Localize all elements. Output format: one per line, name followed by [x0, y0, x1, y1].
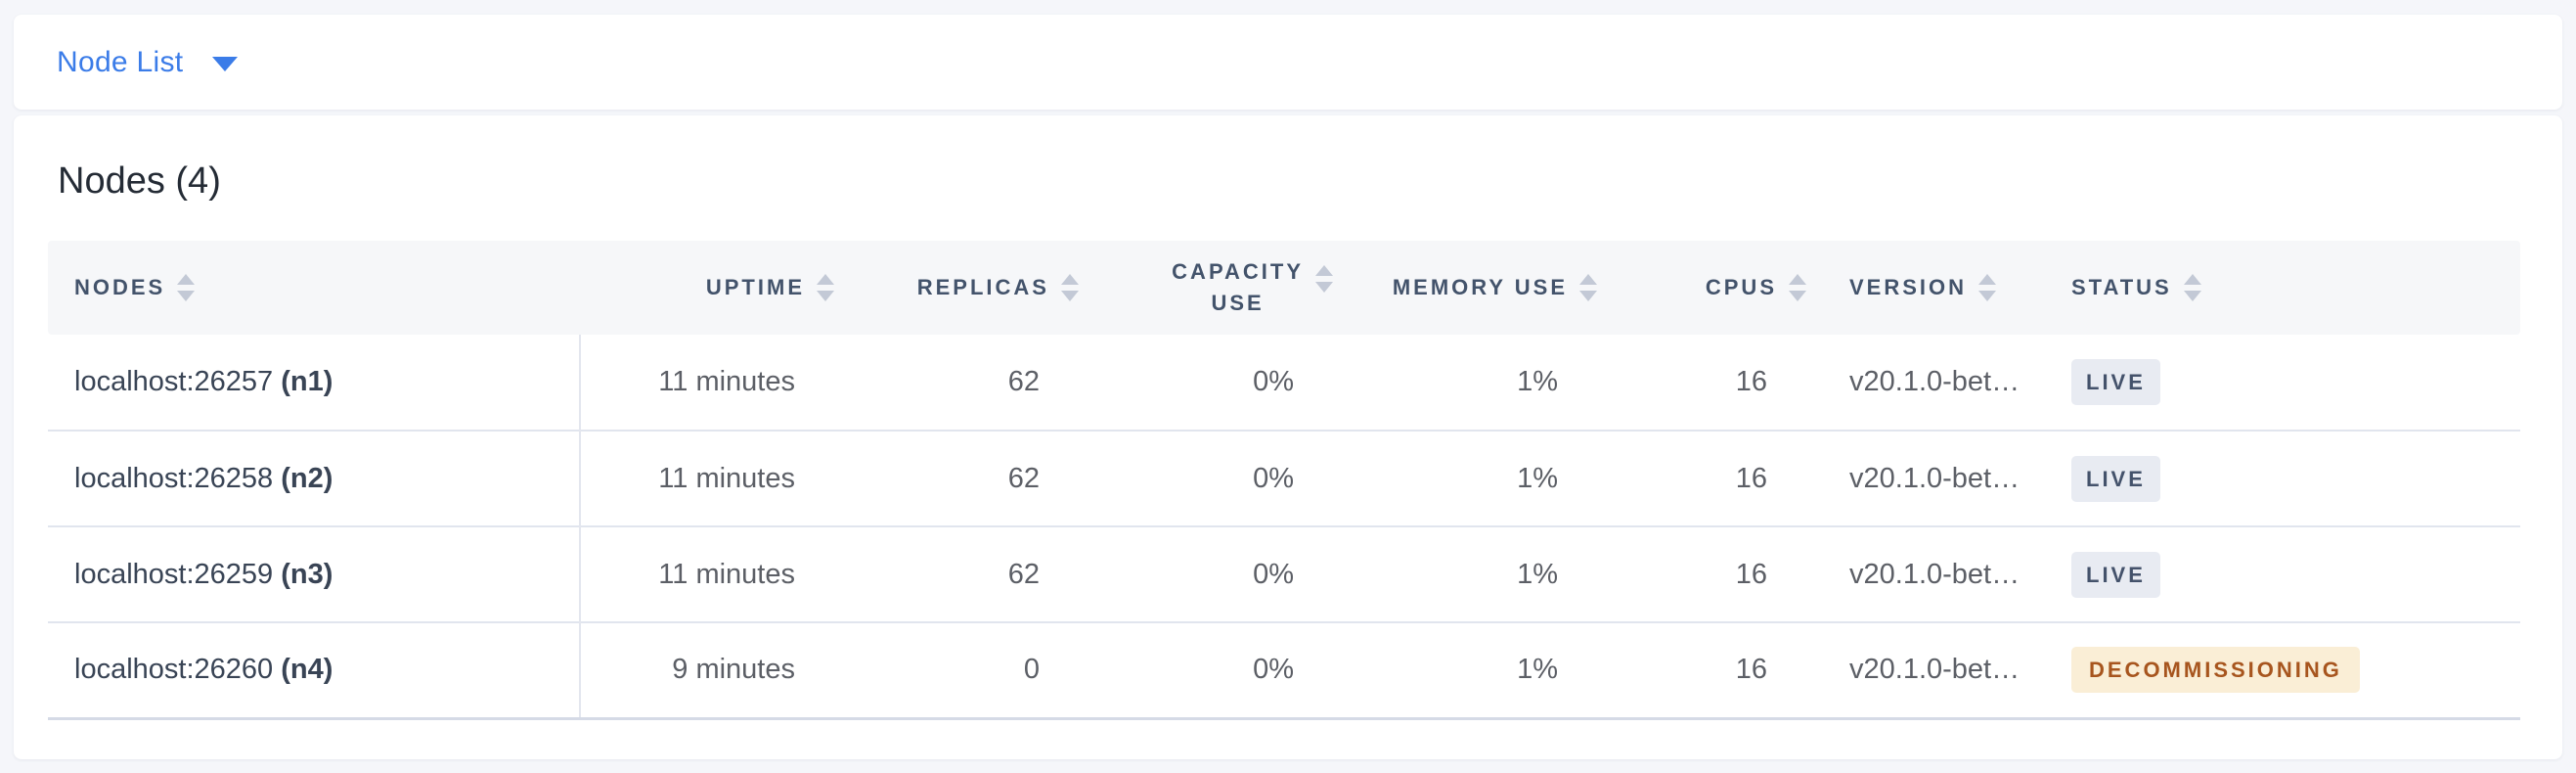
column-header-capacity-use[interactable]: CAPACITY USE — [1094, 241, 1349, 335]
column-header-label: CPUS — [1705, 275, 1777, 299]
cpus-cell: 16 — [1735, 366, 1767, 397]
sort-icon — [817, 274, 834, 301]
node-address-cell[interactable]: localhost:26257 (n1) — [48, 335, 581, 431]
version-cell: v20.1.0-bet… — [1849, 366, 2021, 397]
sort-icon — [1789, 274, 1806, 301]
status-cell: LIVE — [2035, 335, 2520, 431]
table-header-row: NODES UPTIME REPLICAS — [48, 241, 2520, 335]
nodes-table: NODES UPTIME REPLICAS — [48, 241, 2520, 720]
capacity-use-cell: 0% — [1094, 525, 1349, 622]
uptime-cell: 11 minutes — [580, 430, 850, 526]
table-row: localhost:26257 (n1) 11 minutes 62 0% 1%… — [48, 335, 2520, 431]
table-row: localhost:26258 (n2) 11 minutes 62 0% 1%… — [48, 430, 2520, 526]
status-badge: LIVE — [2071, 455, 2160, 502]
cpus-cell: 16 — [1613, 621, 1822, 720]
column-header-label: CAPACITY USE — [1172, 259, 1304, 315]
memory-use-cell: 1% — [1517, 366, 1558, 397]
column-header-label: STATUS — [2071, 275, 2172, 299]
column-header-label: MEMORY USE — [1392, 275, 1568, 299]
node-id: (n3) — [281, 558, 333, 590]
cpus-cell: 16 — [1613, 525, 1822, 622]
version-cell: v20.1.0-bet… — [1822, 621, 2035, 720]
memory-use-cell: 1% — [1349, 430, 1613, 526]
uptime-cell: 11 minutes — [580, 525, 850, 622]
replicas-cell: 62 — [850, 525, 1094, 622]
version-cell: v20.1.0-bet… — [1822, 525, 2035, 622]
column-header-replicas[interactable]: REPLICAS — [850, 241, 1094, 335]
node-address-cell[interactable]: localhost:26259 (n3) — [48, 525, 581, 622]
capacity-use-cell: 0% — [1253, 366, 1294, 397]
replicas-cell: 62 — [1007, 366, 1040, 397]
column-header-memory-use[interactable]: MEMORY USE — [1349, 241, 1613, 335]
uptime-cell: 9 minutes — [580, 621, 850, 720]
view-selector-dropdown[interactable]: Node List — [57, 45, 239, 79]
sort-icon — [1579, 274, 1597, 301]
uptime-cell: 11 minutes — [658, 366, 795, 397]
status-badge: LIVE — [2071, 551, 2160, 598]
column-header-label: UPTIME — [705, 275, 805, 299]
status-cell: LIVE — [2035, 430, 2520, 526]
page-selector-bar: Node List — [14, 15, 2562, 110]
node-address-cell[interactable]: localhost:26260 (n4) — [48, 621, 581, 720]
page: { "colors": { "page_background": "#f5f6f… — [0, 15, 2576, 773]
memory-use-cell: 1% — [1349, 525, 1613, 622]
column-header-label: REPLICAS — [916, 275, 1049, 299]
replicas-cell: 0 — [850, 621, 1094, 720]
sort-icon — [1315, 265, 1333, 293]
status-badge: DECOMMISSIONING — [2071, 647, 2360, 694]
sort-icon — [2183, 274, 2201, 301]
column-header-version[interactable]: VERSION — [1822, 241, 2035, 335]
node-id: (n1) — [281, 366, 333, 397]
replicas-cell: 62 — [850, 430, 1094, 526]
memory-use-cell: 1% — [1349, 621, 1613, 720]
node-id: (n4) — [281, 654, 333, 686]
table-row: localhost:26259 (n3) 11 minutes 62 0% 1%… — [48, 525, 2520, 622]
chevron-down-icon — [212, 56, 239, 71]
capacity-use-cell: 0% — [1094, 621, 1349, 720]
sort-icon — [1061, 274, 1079, 301]
view-selector-label: Node List — [57, 45, 184, 78]
sort-icon — [177, 274, 196, 301]
status-cell: LIVE — [2035, 525, 2520, 622]
column-header-cpus[interactable]: CPUS — [1613, 241, 1822, 335]
column-header-nodes[interactable]: NODES — [48, 241, 580, 335]
column-header-uptime[interactable]: UPTIME — [580, 241, 850, 335]
table-row: localhost:26260 (n4) 9 minutes 0 0% 1% 1… — [48, 621, 2520, 720]
column-header-label: NODES — [74, 275, 166, 299]
version-cell: v20.1.0-bet… — [1822, 430, 2035, 526]
column-header-label: VERSION — [1849, 275, 1968, 299]
nodes-card: Nodes (4) NODES UPTIME — [14, 115, 2562, 759]
node-address-cell[interactable]: localhost:26258 (n2) — [48, 430, 581, 526]
status-cell: DECOMMISSIONING — [2035, 621, 2520, 720]
capacity-use-cell: 0% — [1094, 430, 1349, 526]
column-header-status[interactable]: STATUS — [2035, 241, 2520, 335]
node-id: (n2) — [281, 462, 333, 494]
page-title: Nodes (4) — [58, 160, 221, 202]
sort-icon — [1978, 274, 1997, 301]
status-badge: LIVE — [2071, 359, 2160, 405]
cpus-cell: 16 — [1613, 430, 1822, 526]
